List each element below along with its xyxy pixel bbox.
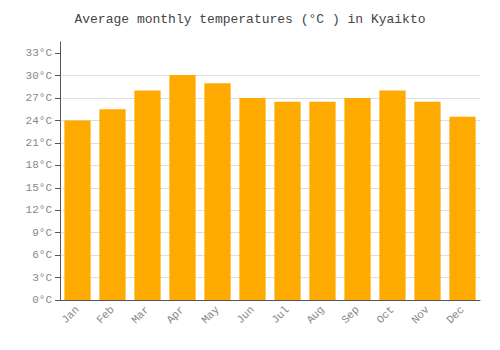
svg-text:33°C: 33°C — [26, 47, 53, 59]
svg-text:21°C: 21°C — [26, 137, 53, 149]
svg-text:Apr: Apr — [164, 304, 186, 326]
svg-text:0°C: 0°C — [32, 294, 52, 306]
svg-text:Nov: Nov — [409, 303, 432, 326]
svg-text:24°C: 24°C — [26, 115, 53, 127]
svg-text:6°C: 6°C — [32, 249, 52, 261]
svg-text:Oct: Oct — [374, 304, 396, 326]
svg-text:Jan: Jan — [59, 304, 81, 326]
svg-text:Mar: Mar — [129, 304, 151, 326]
svg-text:15°C: 15°C — [26, 182, 53, 194]
svg-text:18°C: 18°C — [26, 159, 53, 171]
svg-text:12°C: 12°C — [26, 204, 53, 216]
svg-text:3°C: 3°C — [32, 272, 52, 284]
svg-text:Aug: Aug — [304, 304, 326, 326]
svg-text:Feb: Feb — [94, 304, 116, 326]
svg-text:Average monthly temperatures (: Average monthly temperatures (°C ) in Ky… — [74, 12, 425, 27]
svg-text:30°C: 30°C — [26, 70, 53, 82]
svg-text:Dec: Dec — [444, 304, 466, 326]
svg-text:Sep: Sep — [339, 304, 361, 326]
svg-text:May: May — [199, 303, 222, 326]
svg-text:Jul: Jul — [269, 304, 291, 326]
svg-text:27°C: 27°C — [26, 92, 53, 104]
svg-text:9°C: 9°C — [32, 227, 52, 239]
svg-text:Jun: Jun — [234, 304, 256, 326]
